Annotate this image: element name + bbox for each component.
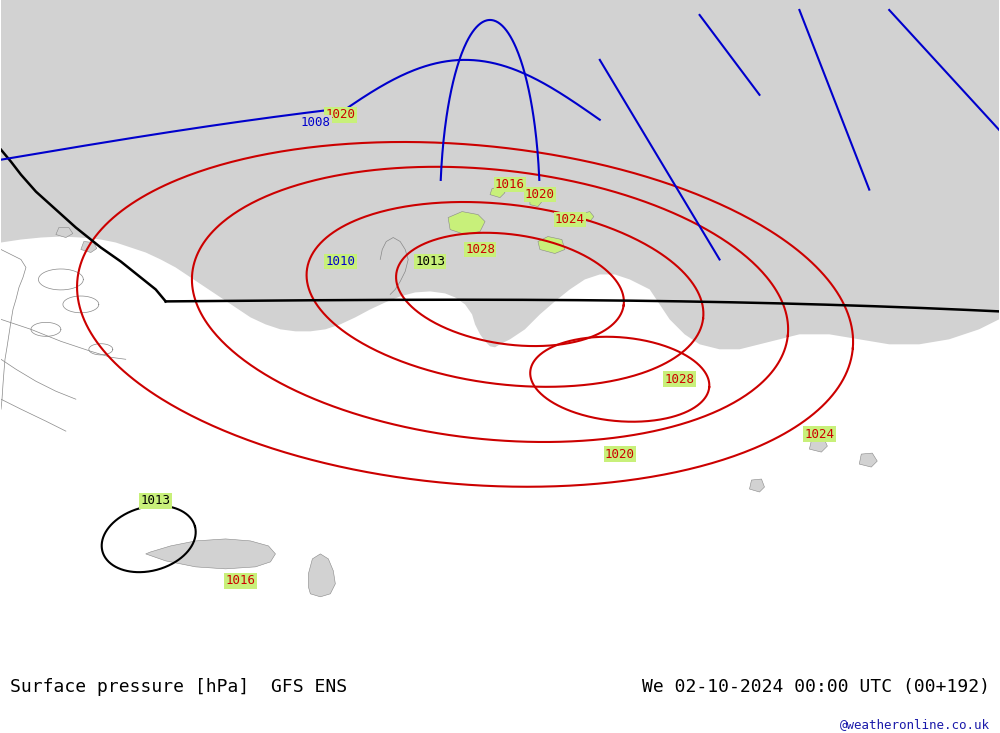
Text: 1020: 1020: [325, 108, 355, 121]
Polygon shape: [859, 453, 877, 467]
Text: 1020: 1020: [605, 448, 635, 460]
Text: 1020: 1020: [525, 188, 555, 201]
Polygon shape: [146, 539, 275, 569]
Text: Surface pressure [hPa]  GFS ENS: Surface pressure [hPa] GFS ENS: [10, 678, 347, 696]
Text: 1016: 1016: [226, 575, 256, 587]
Polygon shape: [81, 241, 97, 252]
Text: 1013: 1013: [141, 495, 171, 507]
Text: 1028: 1028: [465, 243, 495, 256]
Text: 1013: 1013: [415, 255, 445, 268]
Polygon shape: [530, 196, 542, 207]
Text: We 02-10-2024 00:00 UTC (00+192): We 02-10-2024 00:00 UTC (00+192): [642, 678, 990, 696]
Text: 1024: 1024: [804, 427, 834, 441]
Text: 1010: 1010: [325, 255, 355, 268]
Polygon shape: [538, 237, 565, 254]
Text: @weatheronline.co.uk: @weatheronline.co.uk: [840, 718, 990, 731]
Text: 1016: 1016: [495, 178, 525, 191]
Polygon shape: [448, 212, 485, 235]
Polygon shape: [56, 227, 73, 237]
Polygon shape: [750, 479, 764, 492]
Text: 1024: 1024: [555, 213, 585, 226]
Polygon shape: [1, 0, 999, 350]
Polygon shape: [580, 212, 594, 221]
Polygon shape: [490, 187, 505, 198]
Polygon shape: [308, 554, 335, 597]
Polygon shape: [809, 436, 827, 452]
Text: 1008: 1008: [300, 117, 330, 129]
Text: 1028: 1028: [665, 373, 695, 386]
